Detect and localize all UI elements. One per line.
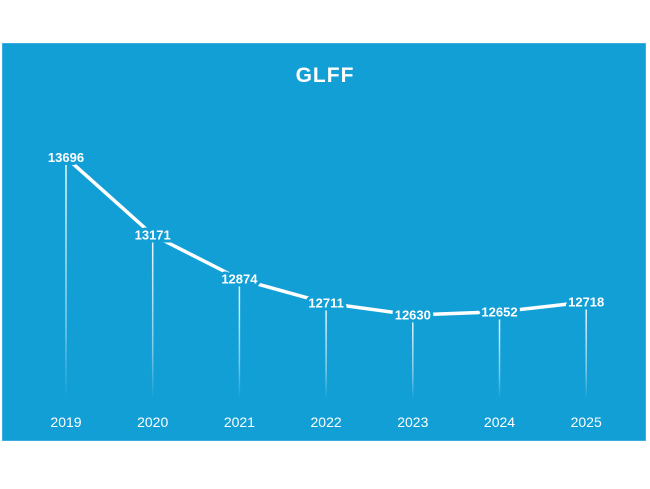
data-label-2022: 12711 — [308, 296, 343, 311]
x-tick-label-2022: 2022 — [311, 414, 342, 430]
drop-lines — [65, 157, 587, 399]
data-label-2025: 12718 — [568, 295, 604, 310]
data-label-2023: 12630 — [395, 308, 431, 323]
drop-line-2023 — [412, 315, 414, 399]
drop-line-2021 — [238, 278, 241, 399]
chart-panel: GLFF 13696 13696 13171 13171 12874 12874 12711… — [2, 43, 646, 441]
drop-line-2024 — [498, 311, 501, 399]
data-label-halo: 13171 — [135, 228, 171, 243]
data-label-halo: 13696 — [48, 150, 84, 165]
x-tick-label-2020: 2020 — [137, 414, 168, 430]
data-label-halo: 12874 — [221, 271, 258, 286]
data-label-2024: 12652 — [481, 304, 517, 319]
data-label-2019: 13696 — [48, 150, 84, 165]
drop-line-2025 — [585, 302, 587, 399]
data-label-halo: 12652 — [481, 304, 517, 319]
drop-line-2019 — [65, 157, 67, 399]
x-tick-label-2025: 2025 — [571, 414, 602, 430]
data-label-halo: 12711 — [308, 296, 343, 311]
data-label-halo: 12718 — [568, 295, 604, 310]
chart-title: GLFF — [296, 64, 355, 87]
drop-line-2022 — [325, 303, 327, 399]
data-labels: 1369613696131711317112874128741271112711… — [45, 147, 607, 326]
x-tick-label-2024: 2024 — [484, 414, 515, 430]
x-tick-label-2023: 2023 — [397, 414, 428, 430]
line-chart: GLFF 13696136961317113171128741287412711… — [45, 64, 607, 430]
drop-line-2020 — [151, 235, 154, 399]
data-label-2021: 12874 — [221, 271, 258, 286]
x-tick-label-2019: 2019 — [50, 414, 81, 430]
x-tick-label-2021: 2021 — [224, 414, 255, 430]
data-label-halo: 12630 — [395, 308, 431, 323]
x-axis: 2019 2020 2021 2022 2023 2024 2025 — [50, 414, 602, 430]
series-line — [64, 155, 588, 317]
data-label-2020: 13171 — [135, 228, 171, 243]
